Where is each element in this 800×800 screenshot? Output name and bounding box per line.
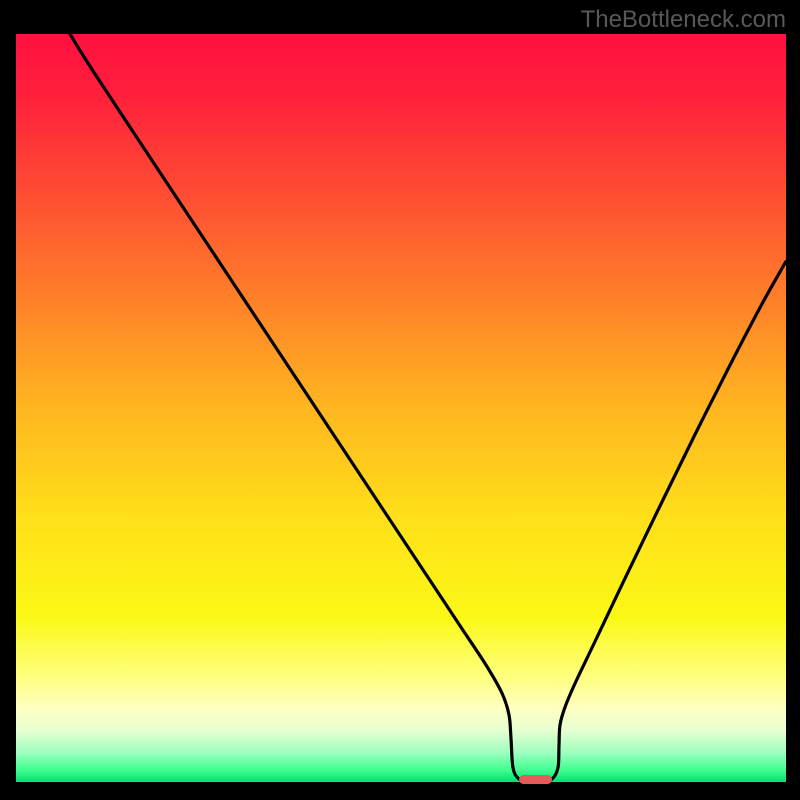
chart-background (16, 34, 786, 782)
optimal-marker (519, 775, 552, 784)
watermark-text: TheBottleneck.com (581, 6, 786, 34)
bottleneck-chart (0, 0, 800, 800)
